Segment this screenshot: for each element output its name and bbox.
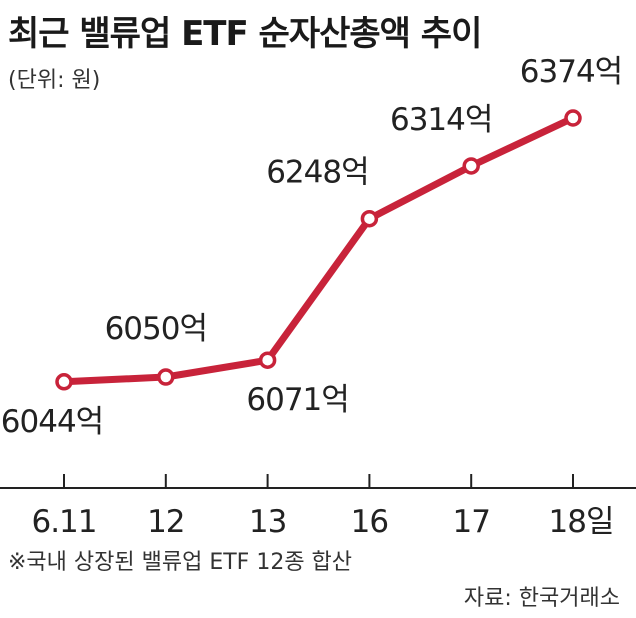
data-point [55, 373, 73, 391]
data-label: 6044억 [1, 404, 103, 440]
source-note: 자료: 한국거래소 [463, 586, 620, 611]
series-line [60, 114, 577, 386]
x-tick-labels: 6.11 12 13 16 17 18일 [31, 504, 614, 540]
data-point [564, 109, 582, 127]
series-line-layer [60, 114, 577, 386]
data-point [360, 209, 379, 228]
data-label: 6050억 [105, 311, 207, 347]
data-point-layer [55, 109, 582, 391]
chart-title: 최근 밸류업 ETF 순자산총액 추이 [8, 14, 482, 54]
data-label: 6071억 [246, 382, 348, 418]
x-axis [0, 474, 636, 489]
x-tick-label: 13 [249, 504, 286, 540]
data-label: 6374억 [520, 54, 622, 90]
data-label: 6314억 [390, 102, 492, 138]
x-tick-label: 16 [351, 504, 388, 540]
footnote: ※국내 상장된 밸류업 ETF 12종 합산 [8, 550, 353, 575]
x-tick-label: 17 [452, 504, 489, 540]
data-point [462, 157, 480, 175]
data-label: 6248억 [266, 155, 368, 191]
x-tick-label: 18일 [549, 504, 614, 540]
x-tick-label: 6.11 [31, 504, 96, 540]
data-point [157, 368, 175, 386]
data-label-layer: 6044억 6050억 6071억 6248억 6314억 6374억 [1, 54, 623, 440]
x-tick-label: 12 [147, 504, 184, 540]
unit-note: (단위: 원) [8, 68, 101, 93]
data-point [258, 351, 277, 369]
